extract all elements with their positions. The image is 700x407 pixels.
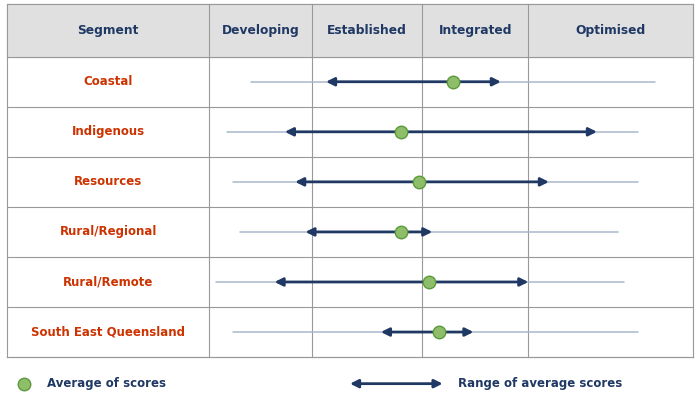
Text: Range of average scores: Range of average scores (458, 377, 622, 390)
Bar (7, 4, 693, 57)
Text: Coastal: Coastal (83, 75, 133, 88)
Text: Resources: Resources (74, 175, 142, 188)
Text: South East Queensland: South East Queensland (32, 326, 186, 339)
Text: Rural/Regional: Rural/Regional (60, 225, 157, 239)
Text: Segment: Segment (78, 24, 139, 37)
Text: Established: Established (327, 24, 407, 37)
Text: Rural/Remote: Rural/Remote (63, 276, 153, 289)
Text: Average of scores: Average of scores (47, 377, 166, 390)
Text: Indigenous: Indigenous (71, 125, 145, 138)
Text: Developing: Developing (222, 24, 300, 37)
Text: Integrated: Integrated (438, 24, 512, 37)
Text: Optimised: Optimised (575, 24, 646, 37)
